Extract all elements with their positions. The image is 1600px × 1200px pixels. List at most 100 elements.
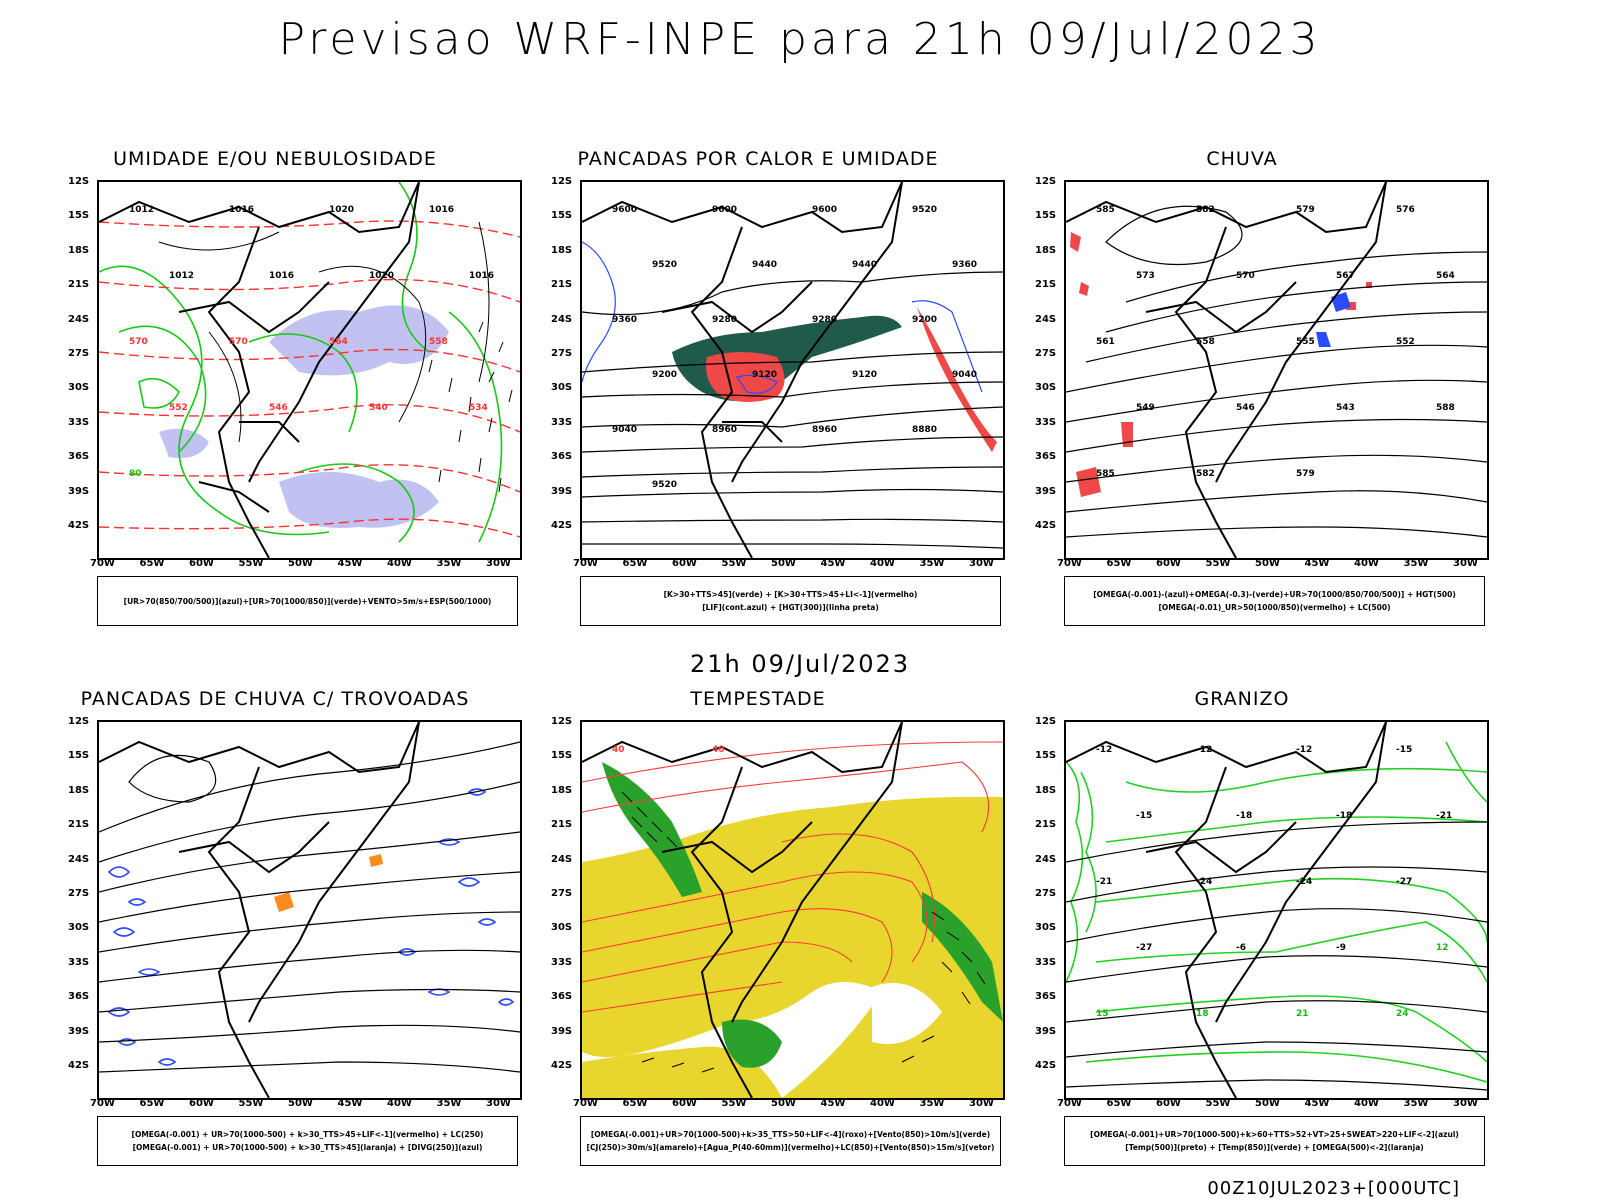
lon-label: 30W bbox=[1453, 1098, 1478, 1109]
lat-label: 42S bbox=[1035, 520, 1057, 531]
lon-label: 50W bbox=[771, 558, 796, 569]
footer-run-stamp: 00Z10JUL2023+[000UTC] bbox=[1207, 1178, 1460, 1199]
contour-label: 9600 bbox=[612, 205, 637, 215]
contour-label: 15 bbox=[1096, 1009, 1109, 1019]
contour-label: 12 bbox=[1436, 943, 1449, 953]
lat-label: 30S bbox=[68, 922, 90, 934]
contour-label: 1020 bbox=[329, 205, 354, 215]
panel-legend: [OMEGA(-0.001)-(azul)+OMEGA(-0.3)-(verde… bbox=[1064, 576, 1485, 626]
lon-label: 55W bbox=[1205, 1098, 1231, 1109]
lat-label: 24S bbox=[551, 853, 573, 865]
contour-label: 9120 bbox=[852, 370, 877, 380]
contour-label: 546 bbox=[269, 403, 288, 413]
middle-date: 21h 09/Jul/2023 bbox=[689, 650, 911, 678]
lon-label: 50W bbox=[771, 1098, 796, 1109]
map-chuva: 585 582 579 576 573 570 567 564 561 558 555 552 549 5… bbox=[1064, 180, 1489, 560]
lat-label: 21S bbox=[551, 819, 573, 831]
lat-label: 39S bbox=[1035, 485, 1057, 497]
lat-label: 21S bbox=[551, 279, 573, 291]
panel-legend: [UR>70(850/700/500)](azul)+[UR>70(1000/8… bbox=[97, 576, 518, 626]
legend-line: [OMEGA(-0.001)+UR>70(1000-500)+k>35_TTS>… bbox=[590, 1130, 991, 1139]
lat-label: 12S bbox=[1035, 716, 1057, 727]
lat-label: 27S bbox=[551, 348, 573, 359]
contour-label: 40 bbox=[712, 745, 725, 755]
legend-line: [CJ(250)>30m/s](amarelo)+[Agua_P(40-60mm… bbox=[586, 1143, 995, 1152]
panel-title: CHUVA bbox=[1206, 148, 1278, 170]
lat-label: 24S bbox=[68, 853, 90, 865]
contour-label: 40 bbox=[612, 745, 625, 755]
lat-label: 33S bbox=[1035, 416, 1057, 428]
panel-granizo: GRANIZO bbox=[1017, 688, 1517, 1188]
contour-label: -9 bbox=[1336, 943, 1346, 953]
panel-title: GRANIZO bbox=[1194, 688, 1290, 710]
lat-label: 36S bbox=[1035, 991, 1057, 1003]
lat-label: 30S bbox=[68, 382, 90, 394]
contour-label: 579 bbox=[1296, 469, 1315, 479]
contour-label: 552 bbox=[169, 403, 188, 413]
lon-label: 35W bbox=[1403, 558, 1429, 569]
lat-label: 21S bbox=[1035, 279, 1057, 291]
lat-label: 36S bbox=[551, 451, 573, 463]
lon-label: 40W bbox=[870, 1098, 895, 1109]
panel-pancadas-calor: PANCADAS POR CALOR E UMIDADE bbox=[533, 148, 1033, 648]
lon-label: 65W bbox=[1106, 558, 1132, 569]
contour-label: 9360 bbox=[952, 260, 977, 270]
lon-label: 65W bbox=[622, 558, 648, 569]
lat-label: 18S bbox=[551, 784, 573, 796]
lon-label: 45W bbox=[337, 1098, 363, 1109]
lat-label: 15S bbox=[68, 210, 90, 222]
lon-label: 40W bbox=[870, 558, 895, 569]
contour-label: 80 bbox=[129, 469, 142, 479]
contour-label: 540 bbox=[369, 403, 388, 413]
lat-label: 12S bbox=[1035, 176, 1057, 187]
lat-label: 42S bbox=[68, 520, 90, 531]
map-pancadas-trovoadas bbox=[97, 720, 522, 1100]
contour-label: 582 bbox=[1196, 469, 1215, 479]
panel-legend: [OMEGA(-0.001)+UR>70(1000-500)+k>35_TTS>… bbox=[580, 1116, 1001, 1166]
contour-label: -12 bbox=[1196, 745, 1212, 755]
lon-label: 70W bbox=[90, 558, 115, 569]
map-umidade: 1012 1016 1020 1016 1012 1016 1020 1016 570 570 56… bbox=[97, 180, 522, 560]
lat-label: 27S bbox=[551, 888, 573, 899]
lat-label: 33S bbox=[1035, 956, 1057, 968]
lon-label: 45W bbox=[820, 1098, 846, 1109]
lon-label: 65W bbox=[622, 1098, 648, 1109]
lat-label: 36S bbox=[68, 991, 90, 1003]
lon-label: 50W bbox=[288, 1098, 313, 1109]
lat-label: 42S bbox=[1035, 1060, 1057, 1071]
legend-line: [OMEGA(-0.001)-(azul)+OMEGA(-0.3)-(verde… bbox=[1093, 590, 1456, 599]
contour-label: -15 bbox=[1396, 745, 1412, 755]
panel-chuva: CHUVA bbox=[1017, 148, 1517, 648]
contour-label: -24 bbox=[1296, 877, 1312, 887]
contour-label: 1016 bbox=[229, 205, 254, 215]
panel-title: TEMPESTADE bbox=[690, 688, 826, 710]
contour-label: -6 bbox=[1236, 943, 1246, 953]
contour-label: 585 bbox=[1096, 469, 1115, 479]
legend-line: [OMEGA(-0.01)_UR>50(1000/850)(vermelho) … bbox=[1158, 603, 1391, 612]
lat-label: 39S bbox=[68, 485, 90, 497]
lat-label: 42S bbox=[68, 1060, 90, 1071]
lon-label: 60W bbox=[189, 558, 214, 569]
lon-label: 50W bbox=[1255, 558, 1280, 569]
lat-label: 18S bbox=[68, 244, 90, 256]
panel-title: UMIDADE E/OU NEBULOSIDADE bbox=[113, 148, 437, 170]
lat-label: 39S bbox=[551, 1025, 573, 1037]
contour-label: 579 bbox=[1296, 205, 1315, 215]
contour-label: 534 bbox=[469, 403, 488, 413]
lat-label: 18S bbox=[68, 784, 90, 796]
lon-label: 30W bbox=[486, 1098, 511, 1109]
lat-label: 33S bbox=[551, 956, 573, 968]
map-tempestade: 40 40 bbox=[580, 720, 1005, 1100]
lon-label: 60W bbox=[1156, 1098, 1181, 1109]
lat-label: 15S bbox=[551, 210, 573, 222]
lon-label: 60W bbox=[672, 1098, 697, 1109]
lon-label: 70W bbox=[1057, 1098, 1082, 1109]
lat-label: 18S bbox=[1035, 784, 1057, 796]
contour-label: 21 bbox=[1296, 1009, 1309, 1019]
lon-label: 60W bbox=[189, 1098, 214, 1109]
contour-label: 570 bbox=[1236, 271, 1255, 281]
contour-label: -27 bbox=[1396, 877, 1412, 887]
lon-label: 50W bbox=[288, 558, 313, 569]
legend-line: [UR>70(850/700/500)](azul)+[UR>70(1000/8… bbox=[123, 596, 492, 606]
lat-label: 33S bbox=[68, 956, 90, 968]
